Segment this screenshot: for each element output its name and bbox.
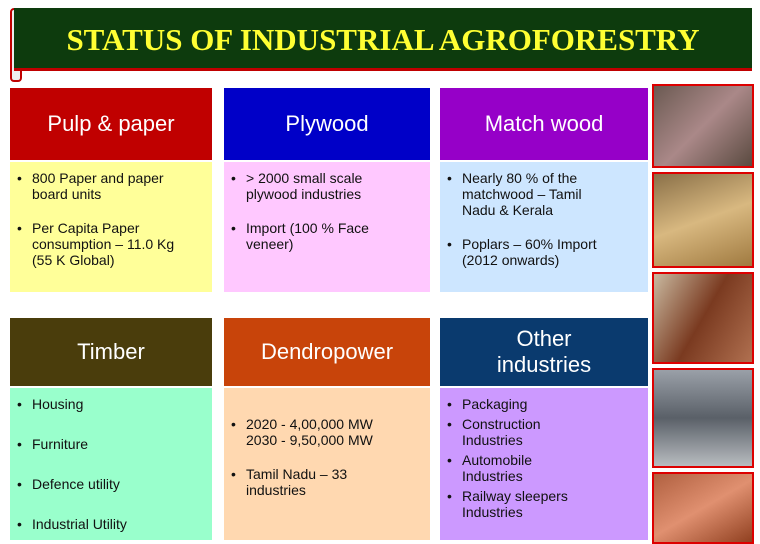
bullet-item: Railway sleepers Industries [444, 488, 642, 520]
card-body: Packaging Construction Industries Automobi… [440, 388, 648, 540]
bullet-item: Industrial Utility [14, 516, 206, 532]
card-body: 2020 - 4,00,000 MW 2030 - 9,50,000 MW Tam… [224, 388, 430, 540]
card-header: Other industries [440, 318, 648, 386]
bullet-item: Per Capita Paper consumption – 11.0 Kg (… [14, 220, 206, 268]
card-body: > 2000 small scale plywood industries Imp… [224, 162, 430, 292]
photo [652, 368, 754, 468]
bullet-item: 2020 - 4,00,000 MW 2030 - 9,50,000 MW [228, 416, 424, 448]
bullet-item: Nearly 80 % of the matchwood – Tamil Nad… [444, 170, 642, 218]
photo [652, 172, 754, 268]
card-header: Dendropower [224, 318, 430, 386]
bullet-item: Packaging [444, 396, 642, 412]
card-header: Match wood [440, 88, 648, 160]
bullet-item: Poplars – 60% Import (2012 onwards) [444, 236, 642, 268]
photo [652, 272, 754, 364]
card-body: 800 Paper and paper board units Per Capit… [10, 162, 212, 292]
bullet-item: > 2000 small scale plywood industries [228, 170, 424, 202]
bullet-item: 800 Paper and paper board units [14, 170, 206, 202]
bullet-item: Defence utility [14, 476, 206, 492]
bullet-item: Automobile Industries [444, 452, 642, 484]
card-header: Pulp & paper [10, 88, 212, 160]
photo [652, 84, 754, 168]
bullet-item: Furniture [14, 436, 206, 452]
title-bar: STATUS OF INDUSTRIAL AGROFORESTRY [14, 8, 752, 71]
slide-title: STATUS OF INDUSTRIAL AGROFORESTRY [14, 22, 752, 58]
card-header: Timber [10, 318, 212, 386]
card-header: Plywood [224, 88, 430, 160]
bullet-item: Tamil Nadu – 33 industries [228, 466, 424, 498]
card-body: Housing Furniture Defence utility Industria… [10, 388, 212, 540]
photo [652, 472, 754, 544]
bullet-item: Import (100 % Face veneer) [228, 220, 424, 252]
bullet-item: Housing [14, 396, 206, 412]
card-body: Nearly 80 % of the matchwood – Tamil Nad… [440, 162, 648, 292]
bullet-item: Construction Industries [444, 416, 642, 448]
slide: STATUS OF INDUSTRIAL AGROFORESTRY Pulp &… [0, 0, 760, 544]
